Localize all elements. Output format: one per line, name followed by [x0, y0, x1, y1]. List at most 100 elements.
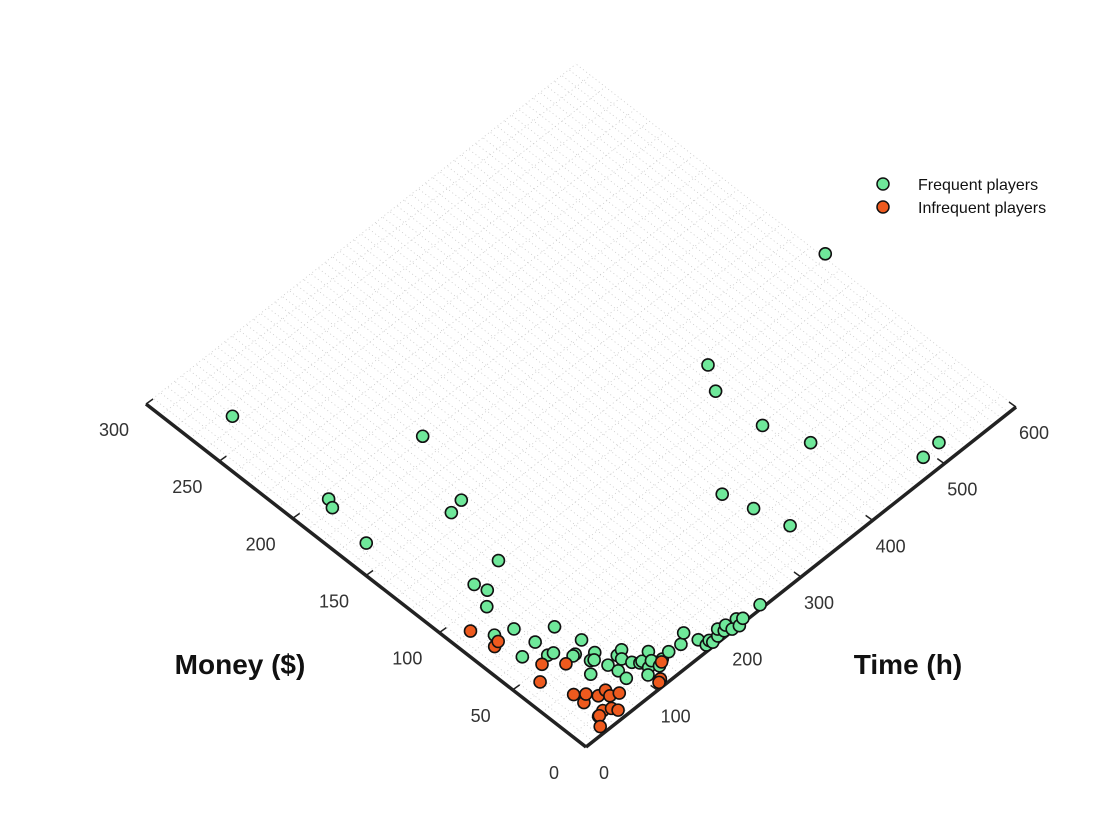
- money-tick: [585, 741, 594, 748]
- grid-line: [175, 86, 606, 428]
- frequent-player-point: [932, 435, 946, 450]
- grid-line: [541, 372, 973, 714]
- grid-line: [556, 383, 987, 725]
- frequent-player-point: [753, 597, 767, 612]
- time-axis-title: Time (h): [854, 649, 962, 680]
- frequent-player-point: [480, 583, 495, 597]
- money-tick-label: 0: [549, 763, 559, 783]
- legend-label-infrequent: Infrequent players: [918, 200, 1046, 217]
- frequent-player-point: [746, 501, 761, 516]
- grid-line: [351, 223, 782, 565]
- frequent-player-point: [674, 637, 688, 652]
- infrequent-player-point: [559, 657, 573, 671]
- grid-line: [321, 200, 753, 542]
- time-tick-label: 0: [599, 763, 609, 783]
- infrequent-player-point: [654, 655, 669, 669]
- frequent-player-point: [587, 653, 601, 667]
- grid-line: [439, 171, 881, 515]
- grid-line: [453, 303, 885, 645]
- money-tick-label: 150: [319, 592, 349, 612]
- money-tick-label: 100: [392, 649, 422, 669]
- frequent-player-point: [619, 671, 634, 686]
- grid-line: [317, 267, 759, 612]
- grid-line: [395, 258, 826, 599]
- frequent-player-point: [528, 635, 542, 649]
- legend-marker-frequent: [876, 177, 890, 191]
- grid-line: [424, 280, 855, 622]
- grid-line: [310, 273, 752, 617]
- grid-line: [482, 137, 924, 481]
- grid-line: [145, 63, 577, 405]
- legend-marker-infrequent: [876, 200, 890, 214]
- money-tick-label: 200: [246, 534, 276, 554]
- grid: [145, 63, 1017, 742]
- money-tick: [145, 398, 154, 405]
- grid-line: [389, 211, 830, 555]
- grid-line: [432, 177, 873, 521]
- grid-line: [336, 212, 767, 553]
- grid-line: [339, 250, 780, 595]
- money-tick-label: 300: [99, 420, 129, 440]
- grid-line: [409, 269, 841, 611]
- grid-line: [281, 296, 723, 640]
- frequent-player-point: [661, 644, 676, 659]
- grid-line: [195, 364, 637, 708]
- frequent-player-point: [701, 358, 715, 372]
- grid-line: [189, 97, 621, 439]
- frequent-player-point: [803, 435, 818, 450]
- grid-line: [483, 326, 914, 668]
- frequent-player-point: [755, 418, 770, 433]
- infrequent-player-point: [579, 687, 593, 701]
- grid-line: [248, 143, 679, 485]
- time-tick: [1008, 401, 1017, 408]
- infrequent-player-point: [611, 703, 625, 717]
- frequent-player-point: [601, 658, 615, 672]
- frequent-player-point: [916, 450, 931, 465]
- grid-line: [396, 205, 838, 549]
- tick-marks: 0 100 200 300 400 500 600 0 50 100 150 200 250 300: [99, 398, 1049, 783]
- frequent-player-point: [736, 611, 750, 626]
- frequent-player-point: [715, 487, 730, 502]
- money-tick: [512, 684, 521, 691]
- time-tick: [936, 458, 945, 465]
- infrequent-player-point: [463, 624, 478, 638]
- grid-line: [253, 318, 694, 663]
- grid-line: [446, 165, 888, 510]
- frequent-player-point: [454, 493, 469, 507]
- grid-line: [571, 395, 1002, 736]
- data-points: [225, 247, 946, 734]
- grid-line: [152, 398, 594, 742]
- infrequent-player-point: [533, 675, 547, 689]
- grid-line: [233, 132, 665, 473]
- frequent-player-point: [583, 667, 598, 681]
- grid-line: [496, 126, 938, 470]
- frequent-player-point: [676, 626, 691, 640]
- frequent-player-point: [547, 620, 562, 634]
- time-tick-label: 400: [876, 536, 906, 556]
- grid-line: [497, 338, 929, 679]
- grid-line: [246, 324, 687, 668]
- legend-label-frequent: Frequent players: [918, 177, 1038, 194]
- grid-line: [160, 392, 601, 736]
- money-tick-label: 250: [172, 477, 202, 497]
- grid-line: [289, 290, 730, 634]
- money-axis-title: Money ($): [175, 649, 306, 680]
- frequent-player-point: [225, 409, 240, 424]
- grid-line: [204, 109, 635, 451]
- infrequent-player-point: [491, 634, 505, 649]
- frequent-player-point: [574, 633, 589, 647]
- grid-line: [547, 86, 988, 430]
- grid-line: [277, 166, 709, 508]
- grid-line: [512, 349, 943, 691]
- grid-line: [539, 92, 981, 436]
- frequent-player-point: [783, 518, 797, 533]
- grid-line: [167, 386, 608, 731]
- grid-line: [489, 131, 931, 476]
- grid-line: [518, 109, 959, 453]
- grid-line: [365, 235, 797, 576]
- money-tick: [438, 627, 447, 634]
- infrequent-player-point: [652, 675, 666, 690]
- grid-line: [360, 233, 802, 578]
- grid-line: [418, 188, 859, 532]
- money-tick: [218, 455, 227, 462]
